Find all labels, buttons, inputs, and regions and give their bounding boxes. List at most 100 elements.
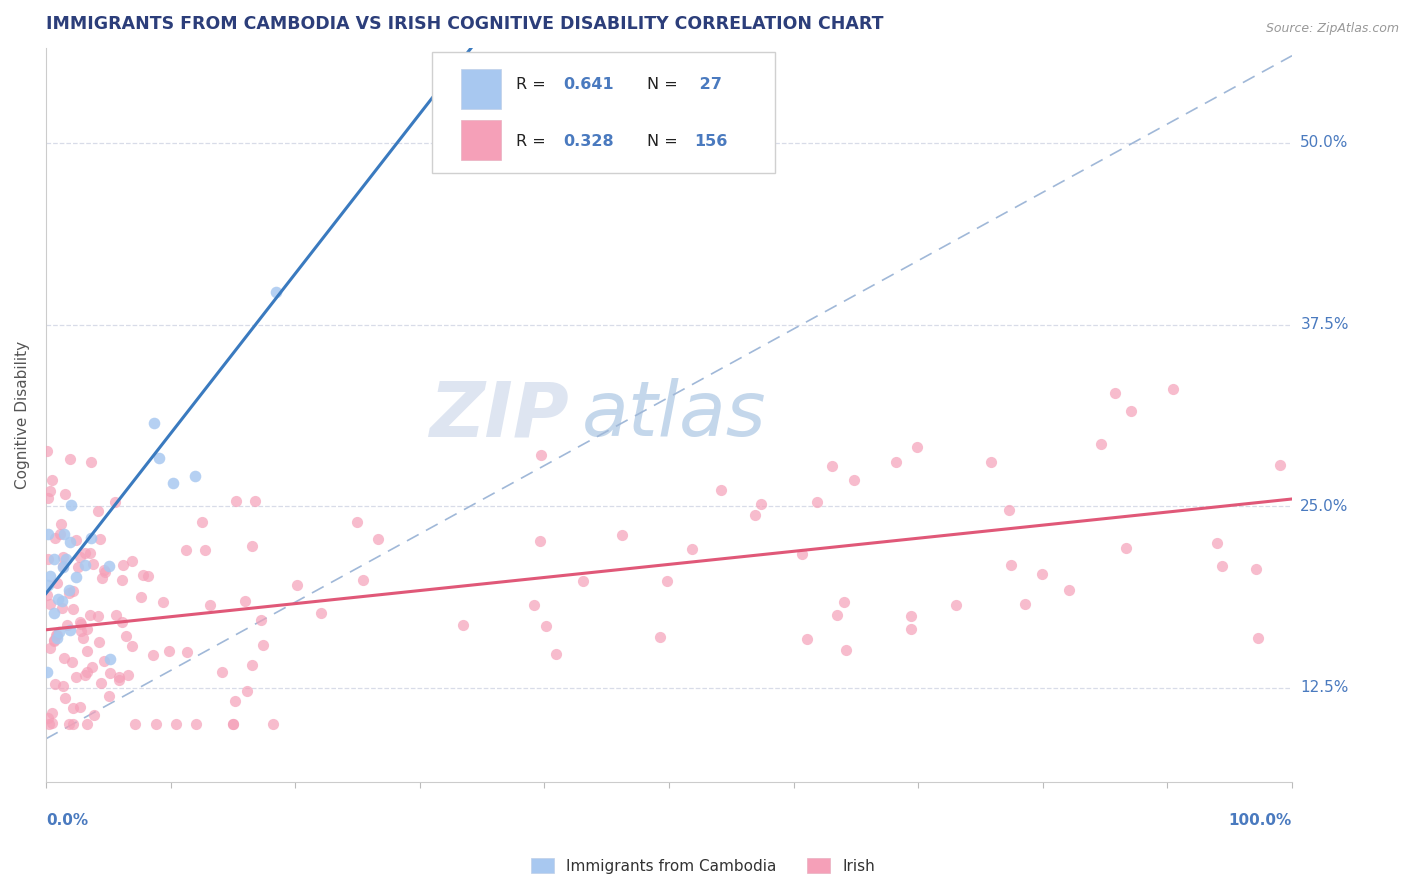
Point (1115, 541, 1137, 555)
Point (111, 615, 134, 629)
Point (236, 683, 259, 698)
Point (44, 634, 66, 648)
Point (900, 622, 922, 636)
Point (52, 559, 75, 574)
Point (73, 558, 96, 573)
Point (79, 531, 101, 545)
Point (41, 474, 63, 488)
Point (222, 717, 245, 731)
Text: IMMIGRANTS FROM CAMBODIA VS IRISH COGNITIVE DISABILITY CORRELATION CHART: IMMIGRANTS FROM CAMBODIA VS IRISH COGNIT… (46, 15, 883, 33)
Point (453, 618, 475, 632)
Point (51, 601, 73, 615)
Point (117, 668, 139, 682)
Point (65, 569, 87, 583)
Point (648, 630, 671, 644)
Point (1104, 385, 1126, 400)
Point (79, 546, 101, 560)
Y-axis label: Cognitive Disability: Cognitive Disability (15, 342, 30, 490)
Point (792, 548, 814, 562)
Point (97, 690, 120, 704)
Text: 37.5%: 37.5% (1301, 317, 1348, 332)
Point (530, 448, 553, 462)
Point (191, 515, 214, 529)
Point (152, 594, 174, 608)
Point (59, 451, 82, 466)
Point (544, 647, 567, 661)
Point (1205, 535, 1227, 549)
Point (905, 440, 928, 454)
Point (285, 578, 308, 592)
Point (352, 574, 374, 588)
Point (536, 619, 558, 633)
Point (198, 599, 221, 613)
Point (1211, 559, 1233, 574)
Point (67, 560, 90, 574)
Point (145, 717, 167, 731)
Point (142, 648, 165, 662)
Point (45, 627, 67, 641)
Point (39, 568, 62, 582)
Point (233, 593, 256, 607)
Point (184, 469, 207, 483)
Text: 12.5%: 12.5% (1301, 681, 1348, 696)
Point (998, 502, 1021, 516)
Point (821, 458, 844, 473)
Point (243, 493, 266, 508)
Point (121, 639, 143, 653)
Point (53, 690, 76, 705)
Bar (461, 120, 501, 161)
Point (98, 652, 121, 666)
Point (55, 552, 77, 566)
Point (886, 454, 908, 468)
Point (44, 677, 66, 691)
Point (1246, 631, 1268, 645)
Point (37, 491, 59, 505)
Text: 50.0%: 50.0% (1301, 136, 1348, 151)
Point (52, 650, 75, 665)
Point (80, 455, 103, 469)
Point (1268, 458, 1291, 472)
Point (832, 594, 855, 608)
Point (1161, 382, 1184, 396)
Point (38, 717, 60, 731)
Point (73, 545, 96, 559)
Point (240, 658, 263, 673)
Point (165, 717, 187, 731)
Point (900, 609, 922, 624)
Point (806, 495, 828, 509)
Point (62, 584, 84, 599)
Point (39, 484, 62, 499)
Point (266, 285, 288, 299)
Point (41, 706, 63, 720)
Point (73, 668, 96, 682)
Point (1000, 558, 1022, 573)
Point (44, 606, 66, 620)
Point (749, 497, 772, 511)
Text: 25.0%: 25.0% (1301, 499, 1348, 514)
Point (91, 571, 114, 585)
Point (825, 607, 848, 622)
Point (1031, 566, 1053, 581)
Point (69, 699, 91, 714)
Point (69, 617, 91, 632)
Point (51, 593, 73, 607)
Point (65, 670, 87, 684)
Point (710, 483, 733, 498)
Text: 0.328: 0.328 (562, 134, 613, 149)
Point (65, 533, 87, 547)
Point (744, 508, 766, 523)
Point (129, 590, 152, 604)
Point (657, 574, 679, 589)
Point (124, 717, 146, 731)
Point (37, 551, 59, 566)
Point (176, 645, 198, 659)
Point (58, 717, 80, 731)
Point (111, 558, 134, 572)
Point (76, 622, 98, 636)
Point (142, 416, 165, 430)
Text: 156: 156 (695, 134, 727, 149)
Point (367, 533, 389, 547)
Point (58, 582, 80, 597)
Point (194, 543, 217, 558)
Point (45, 575, 67, 590)
